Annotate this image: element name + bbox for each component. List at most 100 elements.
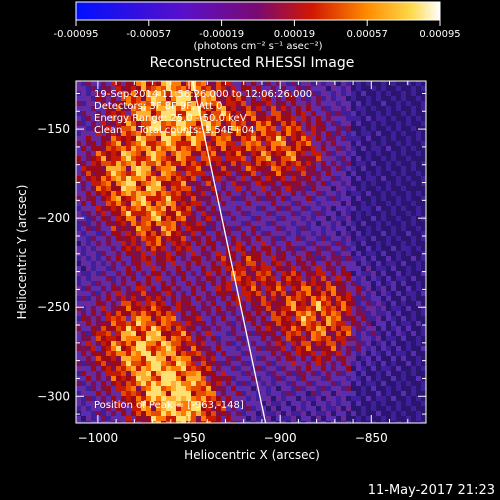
heatmap-cell xyxy=(341,201,347,207)
heatmap-cell xyxy=(306,306,312,312)
heatmap-cell xyxy=(146,231,152,237)
heatmap-cell xyxy=(276,376,282,382)
heatmap-cell xyxy=(316,151,322,157)
heatmap-cell xyxy=(371,291,377,297)
heatmap-cell xyxy=(266,386,272,392)
heatmap-cell xyxy=(256,291,262,297)
heatmap-cell xyxy=(201,281,207,287)
heatmap-cell xyxy=(351,181,357,187)
heatmap-cell xyxy=(211,406,217,412)
heatmap-cell xyxy=(101,161,107,167)
heatmap-cell xyxy=(231,211,237,217)
heatmap-cell xyxy=(151,221,157,227)
heatmap-cell xyxy=(136,356,142,362)
heatmap-cell xyxy=(356,376,362,382)
heatmap-cell xyxy=(391,381,397,387)
heatmap-cell xyxy=(346,91,352,97)
heatmap-cell xyxy=(356,406,362,412)
heatmap-cell xyxy=(386,96,392,102)
heatmap-cell xyxy=(221,141,227,147)
heatmap-cell xyxy=(286,271,292,277)
heatmap-cell xyxy=(306,171,312,177)
heatmap-cell xyxy=(421,386,426,392)
heatmap-cell xyxy=(336,186,342,192)
heatmap-cell xyxy=(291,326,297,332)
heatmap-cell xyxy=(236,146,242,152)
heatmap-cell xyxy=(391,321,397,327)
heatmap-cell xyxy=(101,366,107,372)
heatmap-cell xyxy=(146,331,152,337)
heatmap-cell xyxy=(311,191,317,197)
heatmap-cell xyxy=(166,396,172,402)
heatmap-cell xyxy=(391,346,397,352)
heatmap-cell xyxy=(126,326,132,332)
heatmap-cell xyxy=(171,361,177,367)
heatmap-cell xyxy=(196,101,202,107)
heatmap-cell xyxy=(181,421,187,423)
heatmap-cell xyxy=(221,166,227,172)
heatmap-cell xyxy=(386,386,392,392)
heatmap-cell xyxy=(386,416,392,422)
heatmap-cell xyxy=(416,266,422,272)
heatmap-cell xyxy=(366,206,372,212)
heatmap-cell xyxy=(166,306,172,312)
heatmap-cell xyxy=(191,271,197,277)
heatmap-cell xyxy=(206,336,212,342)
heatmap-cell xyxy=(171,236,177,242)
heatmap-cell xyxy=(416,201,422,207)
heatmap-cell xyxy=(101,81,107,87)
heatmap-cell xyxy=(236,366,242,372)
heatmap-cell xyxy=(231,146,237,152)
heatmap-cell xyxy=(101,346,107,352)
heatmap-cell xyxy=(221,406,227,412)
heatmap-cell xyxy=(116,271,122,277)
heatmap-cell xyxy=(156,371,162,377)
heatmap-cell xyxy=(241,131,247,137)
heatmap-cell xyxy=(391,96,397,102)
heatmap-cell xyxy=(256,326,262,332)
heatmap-cell xyxy=(311,326,317,332)
heatmap-cell xyxy=(161,281,167,287)
heatmap-cell xyxy=(391,251,397,257)
heatmap-cell xyxy=(186,226,192,232)
heatmap-cell xyxy=(391,261,397,267)
heatmap-cell xyxy=(86,251,92,257)
heatmap-cell xyxy=(361,106,367,112)
heatmap-cell xyxy=(116,311,122,317)
heatmap-cell xyxy=(366,421,372,423)
heatmap-cell xyxy=(336,191,342,197)
heatmap-cell xyxy=(166,211,172,217)
heatmap-cell xyxy=(326,191,332,197)
heatmap-cell xyxy=(266,121,272,127)
heatmap-cell xyxy=(376,181,382,187)
heatmap-cell xyxy=(376,186,382,192)
heatmap-cell xyxy=(286,296,292,302)
heatmap-cell xyxy=(241,111,247,117)
heatmap-cell xyxy=(346,391,352,397)
heatmap-cell xyxy=(346,256,352,262)
heatmap-cell xyxy=(176,166,182,172)
heatmap-cell xyxy=(76,176,82,182)
heatmap-cell xyxy=(291,171,297,177)
heatmap-cell xyxy=(286,226,292,232)
heatmap-cell xyxy=(376,411,382,417)
heatmap-cell xyxy=(251,376,257,382)
heatmap-cell xyxy=(231,336,237,342)
heatmap-cell xyxy=(251,171,257,177)
heatmap-cell xyxy=(111,401,117,407)
heatmap-cell xyxy=(386,326,392,332)
heatmap-cell xyxy=(101,266,107,272)
heatmap-cell xyxy=(361,416,367,422)
heatmap-cell xyxy=(191,266,197,272)
heatmap-cell xyxy=(206,106,212,112)
heatmap-cell xyxy=(141,311,147,317)
heatmap-cell xyxy=(286,306,292,312)
heatmap-cell xyxy=(216,421,222,423)
heatmap-cell xyxy=(346,141,352,147)
heatmap-cell xyxy=(391,86,397,92)
heatmap-cell xyxy=(96,356,102,362)
heatmap-cell xyxy=(181,196,187,202)
heatmap-cell xyxy=(131,416,137,422)
heatmap-cell xyxy=(91,151,97,157)
heatmap-cell xyxy=(306,391,312,397)
